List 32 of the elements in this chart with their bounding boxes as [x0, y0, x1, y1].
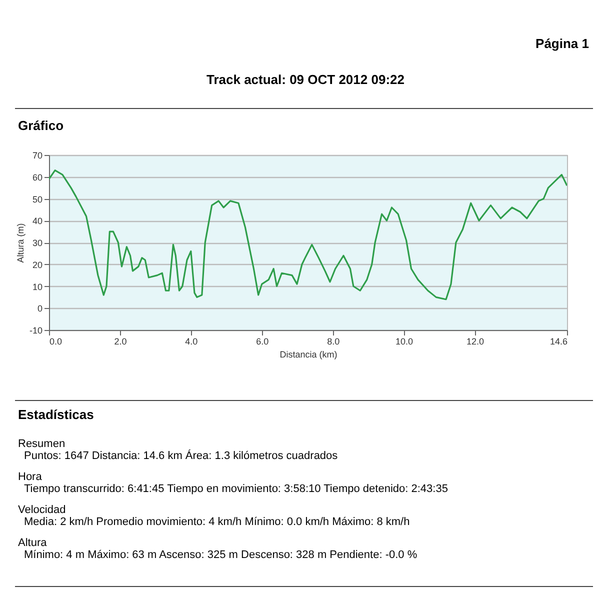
x-tick-label: 2.0	[114, 336, 127, 346]
y-tick-label: 60	[32, 172, 42, 182]
y-tick-label: 50	[32, 194, 42, 204]
text: Velocidad	[18, 504, 67, 516]
y-tick-label: -10	[29, 326, 42, 336]
y-tick-label: 30	[32, 238, 42, 248]
text: Puntos: 1647 Distancia: 14.6 km Área: 1.3 kilómetros cuadrados	[24, 450, 339, 462]
x-tick-label: 0.0	[50, 336, 62, 346]
text: Estadísticas	[18, 407, 95, 422]
y-axis-title: Altura (m)	[15, 223, 26, 263]
text: Resumen	[18, 438, 66, 450]
text: Mínimo: 4 m Máximo: 63 m Ascenso: 325 m Descenso: 328 m Pendiente: -0.0 %	[24, 549, 418, 561]
y-tick-label: 20	[32, 260, 42, 270]
text: Página 1	[536, 36, 589, 51]
text: Media: 2 km/h Promedio movimiento: 4 km/h Mínimo: 0.0 km/h Máximo: 8 km/h	[24, 516, 411, 528]
text: Altura	[18, 537, 48, 549]
text: Tiempo transcurrido: 6:41:45 Tiempo en movimiento: 3:58:10 Tiempo detenido: 2:43:35	[24, 483, 448, 495]
x-tick-label: 10.0	[396, 336, 414, 346]
x-axis-title: Distancia (km)	[280, 350, 338, 360]
y-tick-label: 70	[32, 150, 42, 160]
chart-title: Track actual: 09 OCT 2012 09:22	[205, 72, 406, 87]
y-tick-label: 10	[32, 282, 42, 292]
line-series	[49, 170, 567, 300]
text: Hora	[18, 471, 43, 483]
x-tick-label: 14.6	[550, 336, 568, 346]
text: Gráfico	[18, 118, 64, 133]
x-tick-label: 12.0	[466, 336, 484, 346]
x-tick-label: 8.0	[327, 336, 340, 346]
x-tick-label: 4.0	[185, 336, 198, 346]
y-tick-label: 40	[32, 216, 42, 226]
x-tick-label: 6.0	[256, 336, 269, 346]
y-tick-label: 0	[37, 304, 42, 314]
